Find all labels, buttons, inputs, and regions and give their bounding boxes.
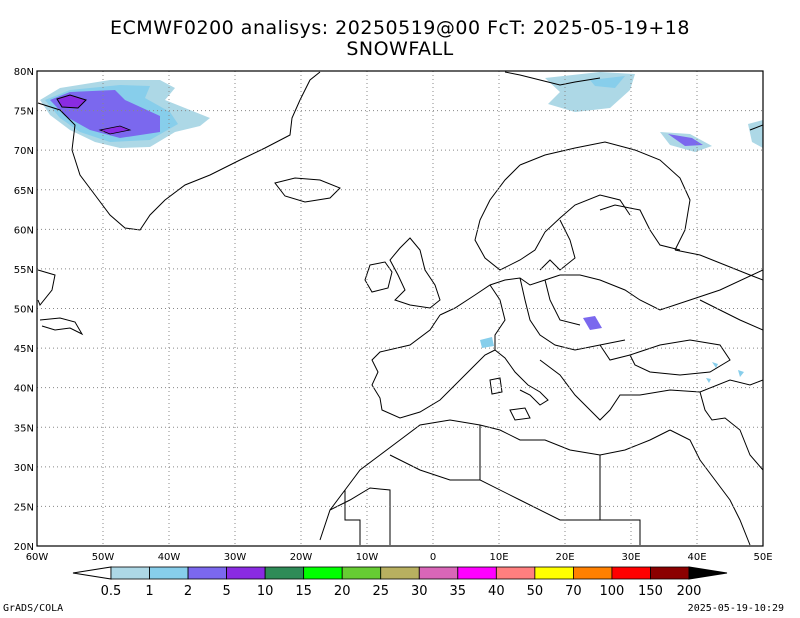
snowfall-shading <box>40 72 763 383</box>
lon-tick-label: 0 <box>430 552 436 563</box>
lon-tick-label: 10W <box>356 552 379 563</box>
colorbar-swatch <box>495 566 536 580</box>
colorbar-label: 5 <box>222 584 230 599</box>
lon-tick-label: 50W <box>92 552 115 563</box>
lat-tick-label: 65N <box>14 186 34 197</box>
lon-tick-label: 20E <box>555 552 574 563</box>
colorbar-label: 1 <box>145 584 153 599</box>
lat-tick-label: 55N <box>14 265 34 276</box>
colorbar-label: 70 <box>565 584 582 599</box>
colorbar-label: 50 <box>527 584 544 599</box>
colorbar-low-arrow <box>72 566 112 580</box>
map-frame <box>36 70 764 547</box>
coastlines <box>37 71 764 546</box>
lat-tick-label: 75N <box>14 107 34 118</box>
colorbar-swatch <box>187 566 227 580</box>
lat-tick-label: 60N <box>14 225 34 236</box>
footer-timestamp: 2025-05-19-10:29 <box>687 603 784 614</box>
colorbar-swatch <box>264 566 305 580</box>
lat-tick-label: 45N <box>14 344 34 355</box>
colorbar-swatch <box>457 566 497 580</box>
colorbar-swatch <box>303 566 343 580</box>
colorbar-swatch <box>380 566 420 580</box>
colorbar <box>72 566 728 580</box>
lon-tick-label: 40W <box>158 552 181 563</box>
colorbar-swatch <box>573 566 613 580</box>
colorbar-label: 100 <box>600 584 625 599</box>
lon-tick-label: 50E <box>753 552 772 563</box>
colorbar-swatch <box>534 566 574 580</box>
lat-tick-label: 70N <box>14 146 34 157</box>
colorbar-labels: 0.5 1 2 5 10 15 20 25 30 35 40 50 70 100 150 200 <box>101 584 702 599</box>
longitude-labels: 60W 50W 40W 30W 20W 10W 0 10E 20E 30E 40E 50E <box>26 552 773 563</box>
snowfall-carpathians <box>583 316 602 330</box>
map-subtitle: SNOWFALL <box>346 38 454 60</box>
snowfall-alps <box>480 337 494 348</box>
colorbar-swatch <box>110 566 150 580</box>
colorbar-swatch <box>650 566 690 580</box>
lon-tick-label: 10E <box>489 552 508 563</box>
colorbar-label: 40 <box>488 584 505 599</box>
lon-tick-label: 60W <box>26 552 49 563</box>
colorbar-swatch <box>418 566 459 580</box>
colorbar-swatch <box>341 566 382 580</box>
lon-tick-label: 30E <box>621 552 640 563</box>
lat-tick-label: 35N <box>14 423 34 434</box>
lat-tick-label: 80N <box>14 67 34 78</box>
lat-tick-label: 40N <box>14 384 34 395</box>
lat-tick-label: 20N <box>14 542 34 553</box>
colorbar-label: 200 <box>677 584 702 599</box>
lat-lon-grid <box>37 71 763 546</box>
colorbar-label: 150 <box>638 584 663 599</box>
lat-tick-label: 25N <box>14 502 34 513</box>
colorbar-label: 25 <box>372 584 389 599</box>
colorbar-label: 30 <box>411 584 428 599</box>
colorbar-label: 0.5 <box>101 584 122 599</box>
footer-credit: GrADS/COLA <box>3 603 64 614</box>
lat-tick-label: 30N <box>14 463 34 474</box>
colorbar-label: 15 <box>295 584 312 599</box>
colorbar-label: 10 <box>257 584 274 599</box>
colorbar-label: 2 <box>184 584 192 599</box>
colorbar-swatch <box>611 566 651 580</box>
lon-tick-label: 40E <box>687 552 706 563</box>
colorbar-swatch <box>149 566 189 580</box>
lat-tick-label: 50N <box>14 305 34 316</box>
lon-tick-label: 20W <box>290 552 313 563</box>
colorbar-high-arrow <box>688 566 728 580</box>
lon-tick-label: 30W <box>224 552 247 563</box>
latitude-labels: 80N 75N 70N 65N 60N 55N 50N 45N 40N 35N 30N 25N 20N <box>14 67 34 553</box>
colorbar-label: 35 <box>450 584 467 599</box>
colorbar-label: 20 <box>334 584 351 599</box>
map-title: ECMWF0200 analisys: 20250519@00 FcT: 202… <box>110 17 690 39</box>
colorbar-swatch <box>226 566 266 580</box>
